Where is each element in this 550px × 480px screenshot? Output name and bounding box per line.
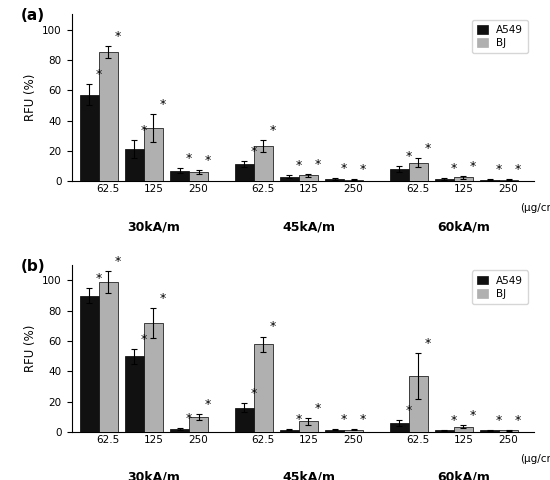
Text: *: * — [205, 154, 211, 167]
Text: 30kA/m: 30kA/m — [127, 471, 180, 480]
Bar — [390, 423, 409, 432]
Text: *: * — [96, 68, 102, 81]
Text: *: * — [496, 414, 502, 427]
Text: *: * — [470, 160, 476, 173]
Text: *: * — [270, 124, 276, 137]
Bar — [435, 431, 454, 432]
Text: *: * — [425, 337, 431, 350]
Bar — [499, 431, 518, 432]
Text: *: * — [96, 272, 102, 285]
Bar — [235, 408, 254, 432]
Text: *: * — [296, 413, 302, 426]
Bar — [170, 170, 189, 181]
Text: *: * — [406, 150, 412, 163]
Text: *: * — [515, 163, 521, 176]
Bar — [144, 323, 163, 432]
Text: *: * — [115, 255, 121, 268]
Text: *: * — [205, 398, 211, 411]
Text: *: * — [186, 152, 192, 165]
Bar — [435, 179, 454, 181]
Text: (μg/cm²): (μg/cm²) — [520, 454, 550, 464]
Text: *: * — [251, 145, 257, 158]
Text: 30kA/m: 30kA/m — [127, 220, 180, 233]
Bar — [80, 95, 99, 181]
Text: *: * — [425, 143, 431, 156]
Text: (b): (b) — [21, 259, 45, 274]
Bar — [170, 429, 189, 432]
Text: *: * — [296, 159, 302, 172]
Text: *: * — [341, 162, 347, 175]
Text: 45kA/m: 45kA/m — [282, 220, 335, 233]
Legend: A549, BJ: A549, BJ — [472, 20, 529, 53]
Bar — [99, 282, 118, 432]
Bar — [499, 180, 518, 181]
Bar — [344, 180, 363, 181]
Bar — [299, 421, 318, 432]
Text: *: * — [360, 163, 366, 176]
Bar — [189, 172, 208, 181]
Bar — [235, 165, 254, 181]
Bar — [80, 296, 99, 432]
Text: *: * — [451, 414, 457, 427]
Text: *: * — [160, 98, 166, 111]
Text: *: * — [470, 409, 476, 422]
Text: *: * — [141, 124, 147, 137]
Text: *: * — [186, 412, 192, 425]
Y-axis label: RFU (%): RFU (%) — [24, 74, 37, 121]
Text: *: * — [251, 387, 257, 400]
Bar — [344, 430, 363, 432]
Bar — [325, 179, 344, 181]
Text: *: * — [515, 414, 521, 427]
Bar — [254, 146, 273, 181]
Bar — [125, 149, 144, 181]
Text: *: * — [341, 413, 347, 426]
Bar — [125, 356, 144, 432]
Bar — [280, 430, 299, 432]
Bar — [409, 163, 428, 181]
Text: 60kA/m: 60kA/m — [437, 220, 490, 233]
Bar — [480, 180, 499, 181]
Text: *: * — [360, 413, 366, 426]
Text: (a): (a) — [21, 8, 45, 23]
Bar — [325, 430, 344, 432]
Bar — [480, 431, 499, 432]
Bar — [390, 169, 409, 181]
Bar — [144, 128, 163, 181]
Bar — [454, 177, 473, 181]
Text: *: * — [315, 157, 321, 170]
Text: *: * — [141, 333, 147, 346]
Bar — [280, 177, 299, 181]
Text: *: * — [115, 30, 121, 43]
Text: 45kA/m: 45kA/m — [282, 471, 335, 480]
Bar — [189, 417, 208, 432]
Bar — [254, 344, 273, 432]
Text: 60kA/m: 60kA/m — [437, 471, 490, 480]
Bar — [99, 52, 118, 181]
Text: *: * — [315, 402, 321, 415]
Text: *: * — [160, 292, 166, 305]
Y-axis label: RFU (%): RFU (%) — [24, 325, 37, 372]
Text: *: * — [496, 163, 502, 176]
Legend: A549, BJ: A549, BJ — [472, 270, 529, 304]
Bar — [409, 376, 428, 432]
Bar — [299, 175, 318, 181]
Text: *: * — [270, 321, 276, 334]
Bar — [454, 427, 473, 432]
Text: (μg/cm²): (μg/cm²) — [520, 204, 550, 213]
Text: *: * — [406, 404, 412, 417]
Text: *: * — [451, 162, 457, 175]
